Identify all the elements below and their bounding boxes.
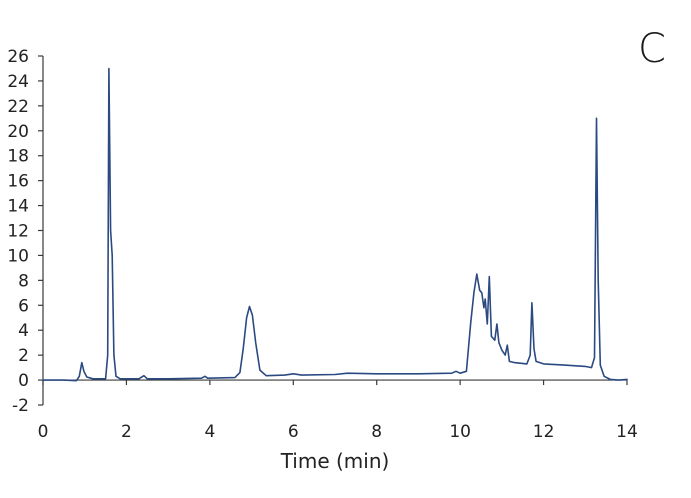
y-tick-label: 0 <box>18 371 29 391</box>
x-tick-label: 6 <box>288 422 299 442</box>
y-tick-label: 16 <box>7 172 29 192</box>
y-tick-label: 12 <box>7 222 29 242</box>
y-tick-label: 18 <box>7 147 29 167</box>
chromatogram-trace <box>42 67 628 382</box>
y-tick-label: 22 <box>7 97 29 117</box>
y-tick-label: 10 <box>7 246 29 266</box>
x-tick-label: 4 <box>204 422 215 442</box>
x-tick-label: 0 <box>38 422 49 442</box>
x-tick-label: 2 <box>121 422 132 442</box>
y-tick-label: 2 <box>18 346 29 366</box>
y-tick-label: 4 <box>18 321 29 341</box>
panel-label: C <box>638 26 666 72</box>
y-tick-label: 14 <box>7 197 29 217</box>
x-axis: 0 2 4 6 8 10 12 14 <box>38 379 638 442</box>
x-tick-label: 8 <box>371 422 382 442</box>
y-tick-label: -2 <box>12 396 29 416</box>
y-tick-label: 24 <box>7 72 29 92</box>
y-tick-label: 26 <box>7 47 29 67</box>
y-tick-label: 8 <box>18 271 29 291</box>
x-tick-label: 12 <box>533 422 555 442</box>
x-tick-label: 14 <box>616 422 638 442</box>
x-axis-title: Time (min) <box>280 449 390 473</box>
y-tick-label: 20 <box>7 122 29 142</box>
y-tick-label: 6 <box>18 296 29 316</box>
x-tick-label: 10 <box>449 422 471 442</box>
